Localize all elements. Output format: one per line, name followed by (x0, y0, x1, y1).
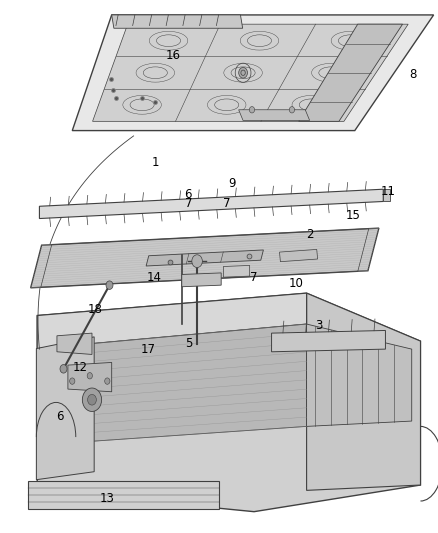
Polygon shape (239, 110, 310, 120)
Text: 2: 2 (307, 228, 314, 241)
Polygon shape (36, 337, 94, 480)
Polygon shape (68, 362, 112, 392)
Text: 11: 11 (381, 185, 396, 198)
Circle shape (88, 394, 96, 405)
Polygon shape (72, 15, 434, 131)
Circle shape (87, 373, 92, 379)
Circle shape (192, 255, 202, 268)
Circle shape (239, 68, 247, 78)
Polygon shape (37, 293, 307, 349)
Text: 13: 13 (100, 492, 115, 505)
Polygon shape (383, 189, 390, 201)
Circle shape (249, 107, 254, 113)
Text: 10: 10 (289, 277, 304, 290)
Polygon shape (37, 293, 420, 512)
Polygon shape (57, 333, 92, 354)
Text: 3: 3 (315, 319, 323, 332)
Polygon shape (37, 324, 307, 445)
Circle shape (241, 70, 245, 76)
Circle shape (70, 378, 75, 384)
Polygon shape (39, 189, 383, 219)
Text: 1: 1 (152, 156, 159, 169)
Polygon shape (299, 24, 403, 122)
Text: 18: 18 (88, 303, 103, 316)
Text: 14: 14 (147, 271, 162, 284)
Polygon shape (223, 265, 250, 277)
Text: 7: 7 (223, 197, 231, 210)
Text: 12: 12 (73, 361, 88, 374)
Text: 17: 17 (141, 343, 155, 356)
Circle shape (106, 281, 113, 289)
Polygon shape (92, 24, 408, 122)
Text: 15: 15 (346, 209, 361, 222)
Polygon shape (307, 293, 420, 490)
Polygon shape (31, 228, 379, 288)
Polygon shape (272, 330, 385, 352)
Circle shape (290, 107, 295, 113)
Text: 7: 7 (184, 197, 192, 210)
Polygon shape (307, 324, 412, 426)
Text: 16: 16 (166, 50, 180, 62)
Polygon shape (28, 481, 219, 509)
Circle shape (60, 365, 67, 373)
Text: 7: 7 (250, 271, 257, 284)
Text: 5: 5 (185, 337, 192, 350)
Polygon shape (182, 273, 221, 287)
Text: 9: 9 (228, 177, 235, 190)
Polygon shape (112, 15, 243, 28)
Polygon shape (146, 250, 263, 266)
Text: 8: 8 (410, 68, 417, 81)
Text: 6: 6 (184, 188, 192, 201)
Polygon shape (279, 249, 318, 262)
Text: 6: 6 (56, 410, 64, 423)
Circle shape (105, 378, 110, 384)
Circle shape (82, 388, 102, 411)
